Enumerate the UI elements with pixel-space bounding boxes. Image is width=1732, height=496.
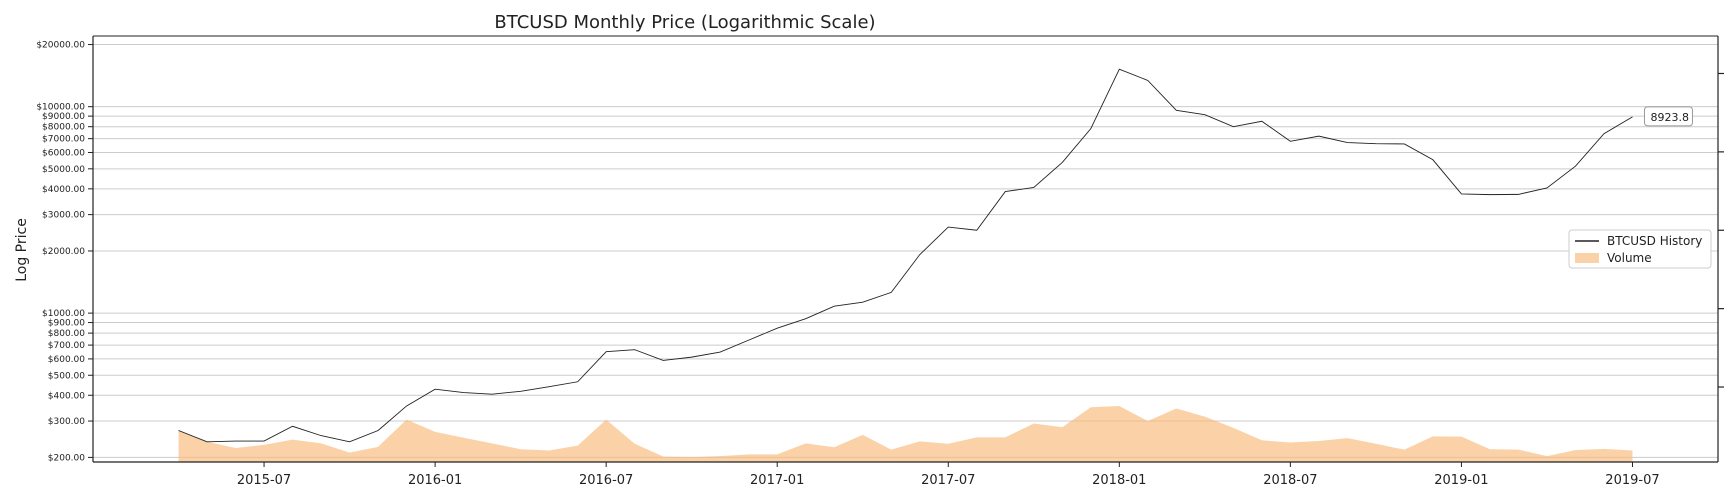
y-tick-label: $7000.00 — [42, 135, 85, 145]
x-tick-label: 2016-07 — [579, 473, 633, 488]
y-tick-label: $500.00 — [48, 371, 85, 381]
price-line — [178, 68, 1633, 443]
x-tick-label: 2017-01 — [750, 473, 804, 488]
y-tick-label: $3000.00 — [42, 211, 85, 221]
chart-legend: BTCUSD History Volume — [1568, 229, 1712, 269]
x-tick-label: 2016-01 — [408, 473, 462, 488]
chart-title: BTCUSD Monthly Price (Logarithmic Scale) — [494, 12, 875, 33]
y-axis-label: Log Price — [14, 218, 30, 282]
y-tick-label: $6000.00 — [42, 148, 85, 158]
x-tick-label: 2019-01 — [1434, 473, 1488, 488]
legend-area-swatch — [1575, 253, 1599, 263]
y-tick-label: $200.00 — [48, 453, 85, 463]
y-tick-label: $10000.00 — [36, 103, 85, 113]
annotation-layer: 8923.8 — [1643, 106, 1693, 127]
y-tick-label: $8000.00 — [42, 123, 85, 133]
x-ticks-layer: 2015-07 2016-01 2016-07 2017-01 2017-07 2018-… — [237, 462, 1660, 488]
price-line-layer — [178, 68, 1633, 443]
legend-label: BTCUSD History — [1607, 234, 1702, 248]
y-tick-label: $2000.00 — [42, 247, 85, 257]
x-tick-label: 2018-07 — [1263, 473, 1317, 488]
y-tick-label: $600.00 — [48, 355, 85, 365]
y-tick-label: $20000.00 — [36, 41, 85, 51]
y-tick-label: $300.00 — [48, 417, 85, 427]
y-ticks-layer: $200.00 $300.00 $400.00 $500.00 $600.00 $700.… — [36, 41, 93, 463]
last-price-annotation-text: 8923.8 — [1650, 111, 1689, 124]
x-tick-label: 2017-07 — [921, 473, 975, 488]
volume-area — [178, 405, 1633, 462]
x-tick-label: 2019-07 — [1605, 473, 1659, 488]
y-tick-label: $400.00 — [48, 391, 85, 401]
y-tick-label: $4000.00 — [42, 185, 85, 195]
y-tick-label: $700.00 — [48, 341, 85, 351]
y-tick-label: $1000.00 — [42, 309, 85, 319]
y-tick-label: $5000.00 — [42, 165, 85, 175]
legend-label: Volume — [1607, 251, 1652, 265]
y-tick-label: $9000.00 — [42, 112, 85, 122]
grid-lines — [93, 44, 1718, 458]
x-tick-label: 2015-07 — [237, 473, 291, 488]
last-price-annotation-box — [1643, 106, 1693, 127]
y-tick-label: $900.00 — [48, 319, 85, 329]
y-tick-label: $800.00 — [48, 329, 85, 339]
volume-area-layer — [178, 405, 1633, 462]
legend-box — [1568, 229, 1712, 269]
x-tick-label: 2018-01 — [1092, 473, 1146, 488]
